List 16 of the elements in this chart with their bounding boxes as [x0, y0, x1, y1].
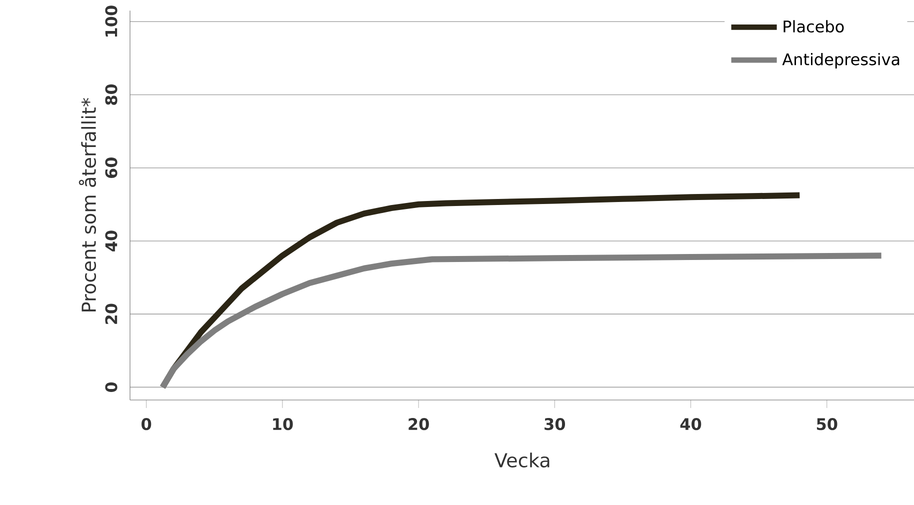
y-tick-label: 100	[105, 6, 118, 37]
x-tick-label: 20	[408, 418, 429, 430]
y-tick-label: 60	[105, 157, 118, 178]
x-tick-label: 30	[544, 418, 566, 430]
y-tick-label: 20	[105, 304, 118, 324]
y-tick-label: 40	[105, 230, 118, 252]
y-tick-label: 80	[105, 84, 118, 105]
y-tick-label: 0	[105, 382, 118, 392]
legend-label: Antidepressiva	[782, 52, 900, 68]
x-axis-title: Vecka	[494, 452, 550, 468]
x-tick-label: 50	[816, 418, 838, 430]
y-axis-title: Procent som återfallit*	[78, 98, 96, 312]
x-tick-label: 10	[273, 418, 293, 430]
legend-label: Placebo	[784, 20, 844, 33]
x-tick-label: 0	[142, 418, 152, 430]
x-tick-label: 40	[680, 418, 702, 430]
